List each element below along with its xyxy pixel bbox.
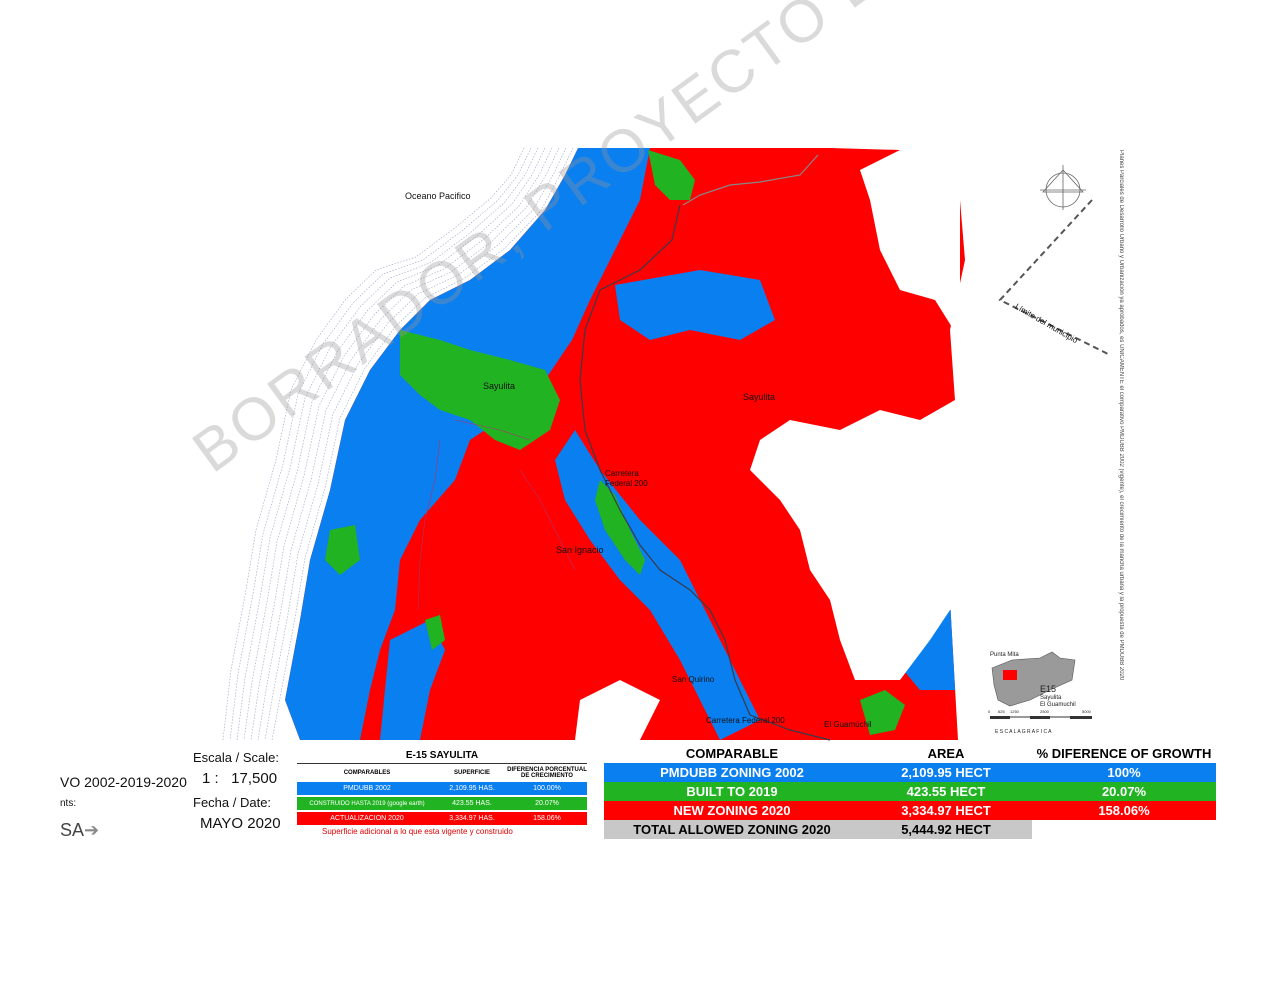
date-value: MAYO 2020 — [200, 815, 281, 832]
legend-english-row: BUILT TO 2019 423.55 HECT 20.07% — [604, 782, 1216, 801]
legend-spanish-row: CONSTRUIDO HASTA 2019 (google earth) 423… — [297, 797, 587, 810]
plan-title-fragment: VO 2002-2019-2020 — [60, 774, 187, 790]
legend-english-header-name: COMPARABLE — [685, 746, 779, 761]
ocean-label: Oceano Pacifico — [405, 191, 471, 201]
scale-value: 1 : 17,500 — [202, 770, 278, 787]
inset-scale-tick-4: 5000 — [1082, 709, 1091, 714]
legend-english-row-area: 2,109.95 HECT — [901, 765, 991, 780]
municipal-limit-line — [998, 199, 1111, 356]
inset-name-line2: El Guamuchil — [1040, 702, 1076, 708]
logo-text: SA — [60, 820, 85, 840]
contents-fragment: nts: — [60, 798, 77, 809]
inset-code: E15 — [1040, 684, 1057, 694]
legend-english-header-area: AREA — [927, 746, 965, 761]
legend-english-row: PMDUBB ZONING 2002 2,109.95 HECT 100% — [604, 763, 1216, 782]
inset-scale-tick-1: 625 — [998, 709, 1005, 714]
legend-spanish-row-name: ACTUALIZACION 2020 — [330, 815, 404, 822]
inset-scale-tick-3: 2500 — [1040, 709, 1049, 714]
road-label-federal-200: Carretera Federal 200 — [605, 469, 648, 488]
zone-pmdubb-2002-north — [615, 270, 775, 340]
legend-english-row-pct: 20.07% — [1101, 784, 1147, 799]
zone-built-2019-small — [425, 615, 445, 650]
federal-highway-200 — [579, 204, 831, 741]
place-label-sayulita-area: Sayulita — [743, 392, 776, 402]
place-label-san-ignacio: San Ignacio — [556, 545, 604, 555]
legend-spanish-row-name: CONSTRUIDO HASTA 2019 (google earth) — [309, 800, 425, 807]
logo-arrow-icon: ➔ — [84, 820, 100, 840]
legend-spanish-row-name: PMDUBB 2002 — [343, 785, 391, 792]
legend-english-row-area: 423.55 HECT — [906, 784, 986, 799]
inset-scale-tick-2: 1250 — [1010, 709, 1019, 714]
bathymetry-contours — [222, 147, 574, 741]
legend-english-total-name: TOTAL ALLOWED ZONING 2020 — [604, 820, 860, 839]
legend-spanish-header-area: SUPERFICIE — [453, 770, 490, 776]
legend-spanish: E-15 SAYULITA COMPARABLES SUPERFICIE DIF… — [297, 750, 587, 836]
legend-spanish-title: E-15 SAYULITA — [297, 750, 587, 764]
zone-built-2019-highway — [595, 480, 645, 575]
legend-spanish-row-area: 423.55 HAS. — [452, 800, 492, 807]
legend-spanish-note: Superficie adicional a lo que esta vigen… — [322, 827, 513, 836]
legend-english-header-pct: % DIFERENCE OF GROWTH — [1036, 746, 1212, 761]
zone-pmdubb-2002-south — [380, 620, 445, 740]
legend-english-row: NEW ZONING 2020 3,334.97 HECT 158.06% — [604, 801, 1216, 820]
streams — [417, 419, 576, 611]
legend-english: COMPARABLE AREA % DIFERENCE OF GROWTH PM… — [604, 744, 1216, 839]
zone-built-2019-coast — [325, 525, 360, 575]
legend-english-total-row: TOTAL ALLOWED ZONING 2020 5,444.92 HECT — [604, 820, 1216, 839]
legend-spanish-header: COMPARABLES SUPERFICIE DIFERENCIA PORCEN… — [297, 764, 587, 782]
zone-built-2019-sayulita — [400, 330, 560, 450]
north-road — [682, 154, 819, 206]
date-label: Fecha / Date: — [193, 795, 272, 810]
scale-label: Escala / Scale: — [193, 750, 279, 765]
zone-built-2019-guamuchil — [860, 690, 905, 735]
inset-name-line1: Sayulita — [1040, 695, 1062, 701]
legend-english-row-pct: 100% — [1107, 765, 1141, 780]
legend-spanish-row-pct: 20.07% — [535, 800, 559, 807]
legend-english-row-area: 3,334.97 HECT — [901, 803, 991, 818]
legend-english-total-area: 5,444.92 HECT — [860, 820, 1032, 839]
side-note: Planes Parciales de Desarrollo Urbano y … — [1118, 150, 1124, 681]
inset-scale-caption: E S C A L A G R A F I C A — [995, 729, 1052, 735]
road-label-federal-200-south: Carretera Federal 200 — [706, 716, 785, 725]
legend-spanish-row-area: 2,109.95 HAS. — [449, 785, 495, 792]
zone-pmdubb-2002-coastal — [285, 148, 650, 740]
legend-spanish-header-pct: DIFERENCIA PORCENTUAL DE CRECIMIENTO — [507, 767, 587, 779]
unzoned-area-south — [575, 680, 660, 740]
legend-spanish-row: ACTUALIZACION 2020 3,334.97 HAS. 158.06% — [297, 812, 587, 825]
legend-english-row-name: PMDUBB ZONING 2002 — [660, 765, 804, 780]
locator-map — [990, 651, 1092, 719]
place-label-san-quirino: San Quirino — [672, 675, 715, 684]
legend-spanish-row-pct: 100.00% — [533, 785, 561, 792]
legend-english-row-name: BUILT TO 2019 — [686, 784, 778, 799]
legend-english-row-name: NEW ZONING 2020 — [673, 803, 791, 818]
legend-spanish-header-name: COMPARABLES — [343, 770, 391, 776]
legend-spanish-row-pct: 158.06% — [533, 815, 561, 822]
inset-scale-tick-0: 0 — [988, 709, 991, 714]
legend-english-header: COMPARABLE AREA % DIFERENCE OF GROWTH — [604, 744, 1216, 763]
legend-spanish-row-area: 3,334.97 HAS. — [449, 815, 495, 822]
logo-fragment: SA➔ — [60, 820, 99, 841]
legend-english-row-pct: 158.06% — [1098, 803, 1150, 818]
north-arrow-icon — [1040, 165, 1086, 210]
place-label-sayulita-town: Sayulita — [483, 381, 516, 391]
legend-spanish-row: PMDUBB 2002 2,109.95 HAS. 100.00% — [297, 782, 587, 795]
inset-small-label: Punta Mita — [990, 652, 1019, 658]
zone-built-2019-north — [648, 150, 695, 200]
unzoned-area — [750, 150, 960, 680]
place-label-el-guamuchil: El Guamúchil — [824, 720, 872, 729]
